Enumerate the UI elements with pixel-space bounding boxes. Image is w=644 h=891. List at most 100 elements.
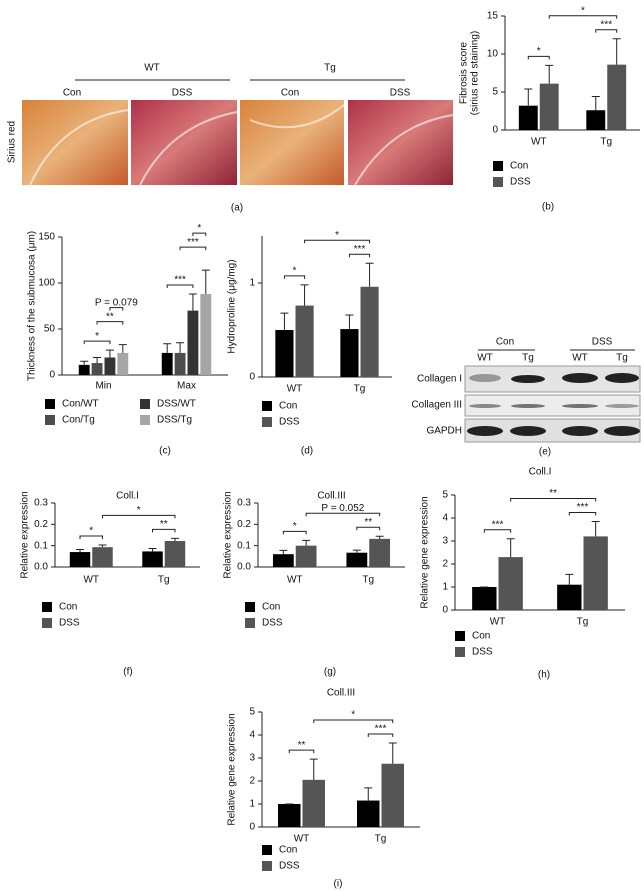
blot-bands [467,373,640,436]
significance-label: * [537,46,541,57]
legend-label: DSS [279,417,300,428]
y-tick-label: 15 [487,11,499,22]
error-bar [98,544,107,548]
panel-a: WT Tg Con DSS Con DSS Sirius red (a) [7,63,454,214]
significance-label: * [335,230,339,241]
bar [302,779,325,827]
significance-bracket [313,719,394,724]
significance-label: *** [600,19,612,30]
significance-label: *** [492,519,504,530]
legend-label: DSS [279,861,300,872]
significance-label: ** [549,488,557,499]
group-label: DSS [592,337,613,348]
x-tick-label: Tg [577,617,589,628]
significance-bracket [304,239,371,244]
legend-swatch [262,845,272,855]
legend-swatch [262,861,272,871]
error-bar [76,549,85,553]
significance-bracket [283,275,306,279]
protein-label: Collagen I [417,374,462,385]
panel-label: (b) [542,202,554,213]
legend-swatch [262,417,272,427]
legend-label: DSS [262,618,283,629]
chart-title: Coll.III [317,491,345,502]
bar [472,587,497,610]
protein-label: GAPDH [426,426,462,437]
bar [295,305,314,377]
error-bar [565,573,574,585]
legend-label: DSS/WT [157,399,196,410]
panel-label: (a) [231,203,243,214]
significance-bracket [179,246,207,251]
bar [69,552,91,567]
significance-label: * [89,526,93,537]
bar [346,552,368,567]
x-tick-label: Tg [158,575,170,586]
significance-label: ** [364,517,372,528]
bar [78,364,90,375]
error-bar [524,88,533,106]
legend-swatch [245,618,255,628]
bar [142,551,163,567]
bar [92,547,113,567]
error-bar [352,549,361,553]
legend-label: Con [279,401,297,412]
significance-label: * [581,5,585,16]
significance-bracket [483,529,512,533]
y-tick-label: 5 [492,87,498,98]
error-bar [300,284,309,306]
error-bar [364,787,373,801]
significance-bracket [568,511,597,516]
error-bar [148,547,157,552]
x-tick-label: Max [177,381,196,392]
error-bar [375,535,384,539]
x-tick-label: Tg [362,575,374,586]
legend-label: DSS [59,618,80,629]
bar [381,763,404,827]
legend-swatch [140,399,150,409]
significance-label: * [293,266,297,277]
bar [272,554,294,567]
y-tick-label: 0 [492,125,498,136]
legend-swatch [455,631,465,641]
error-bar [591,96,600,111]
blot-strip [464,394,641,417]
y-tick-label: 4 [249,730,255,741]
panel-label: (d) [301,446,313,457]
y-axis-label: Hydroproline (μg/mg) [227,259,238,353]
bar [275,330,294,377]
y-axis-label: Thickness of the submucosa (μm) [27,231,38,381]
legend-swatch [45,399,55,409]
genotype-label: WT [477,353,493,364]
y-axis-label: Relative gene expression [420,496,431,608]
significance-label: ** [106,311,114,322]
error-bar [345,314,354,330]
group-label: Tg [324,63,336,74]
x-tick-label: Tg [600,137,612,148]
significance-bracket [282,530,307,535]
y-tick-label: 0.1 [237,540,251,551]
panel-label: (f) [123,667,132,678]
condition-label: DSS [172,88,193,99]
genotype-label: WT [572,353,588,364]
y-tick-label: 0 [442,605,448,616]
x-tick-label: Min [95,381,111,392]
panel-label: (i) [334,879,343,890]
significance-label: P = 0.052 [321,503,364,514]
legend-swatch [42,618,52,628]
error-bar [105,349,114,358]
x-tick-label: WT [531,137,547,148]
bar [557,584,582,610]
error-bar [201,269,210,295]
x-tick-label: Tg [375,834,387,845]
y-tick-label: 0.0 [34,562,48,573]
stain-label: Sirius red [7,121,18,163]
significance-label: ** [160,519,168,530]
tissue-fold [29,104,454,186]
y-tick-label: 5 [442,490,448,501]
y-tick-label: 50 [44,324,56,335]
legend-swatch [42,602,52,612]
protein-label: Collagen III [411,400,462,411]
bar [340,329,359,377]
error-bar [506,538,515,558]
